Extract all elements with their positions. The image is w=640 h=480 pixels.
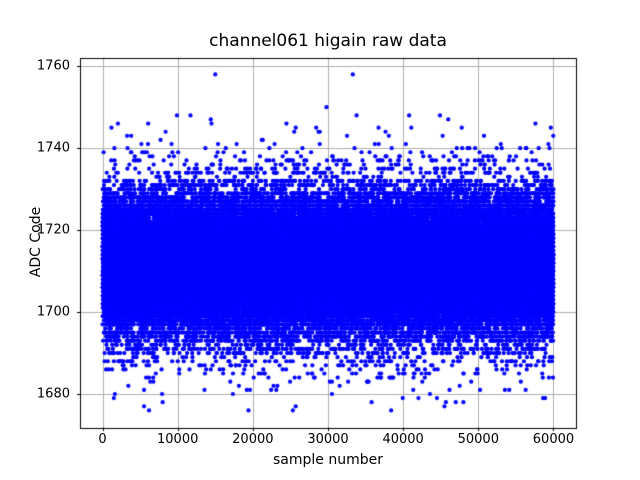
x-axis-label: sample number	[273, 452, 383, 468]
y-tick-label: 1700	[36, 304, 70, 320]
x-tick-label: 50000	[457, 432, 499, 447]
x-tick-label: 60000	[532, 432, 575, 447]
y-axis-label: ADC Code	[28, 206, 44, 278]
chart-title: channel061 higain raw data	[209, 31, 447, 51]
y-tick-label: 1760	[36, 58, 70, 74]
x-tick-label: 30000	[307, 432, 349, 447]
x-tick-label: 40000	[382, 432, 424, 447]
y-tick-label: 1740	[36, 140, 70, 156]
y-tick-label: 1680	[36, 386, 70, 402]
y-tick-label: 1720	[36, 222, 70, 238]
x-tick-label: 20000	[232, 432, 274, 447]
x-tick-label: 0	[98, 432, 107, 447]
x-tick-label: 10000	[157, 432, 199, 447]
